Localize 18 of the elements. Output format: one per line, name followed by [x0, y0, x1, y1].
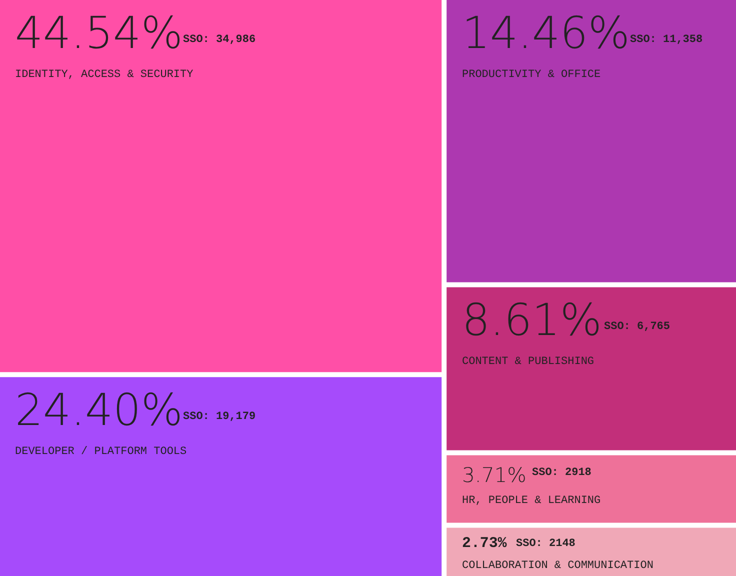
category-label: CONTENT & PUBLISHING: [462, 356, 594, 368]
category-label: IDENTITY, ACCESS & SECURITY: [15, 69, 194, 81]
data-label: 8.61%: [462, 295, 602, 346]
text: SSO: 6,765: [604, 321, 670, 333]
text: SSO: 19,179: [183, 411, 256, 423]
data-label: 24.40%: [15, 385, 183, 436]
text: SSO: 2918: [532, 467, 592, 479]
category-label: HR, PEOPLE & LEARNING: [462, 495, 601, 507]
data-label: 3.71%: [462, 463, 526, 487]
text: SSO: 2148: [516, 538, 576, 550]
category-label: PRODUCTIVITY & OFFICE: [462, 69, 602, 81]
category-label: DEVELOPER / PLATFORM TOOLS: [15, 446, 188, 458]
text: SSO: 34,986: [183, 34, 256, 46]
category-label: COLLABORATION & COMMUNICATION: [462, 560, 654, 572]
data-label: 44.54%: [15, 8, 183, 59]
data-label: 2.73%: [462, 536, 507, 552]
data-label: 14.46%: [462, 8, 630, 59]
text: SSO: 11,358: [630, 34, 704, 46]
